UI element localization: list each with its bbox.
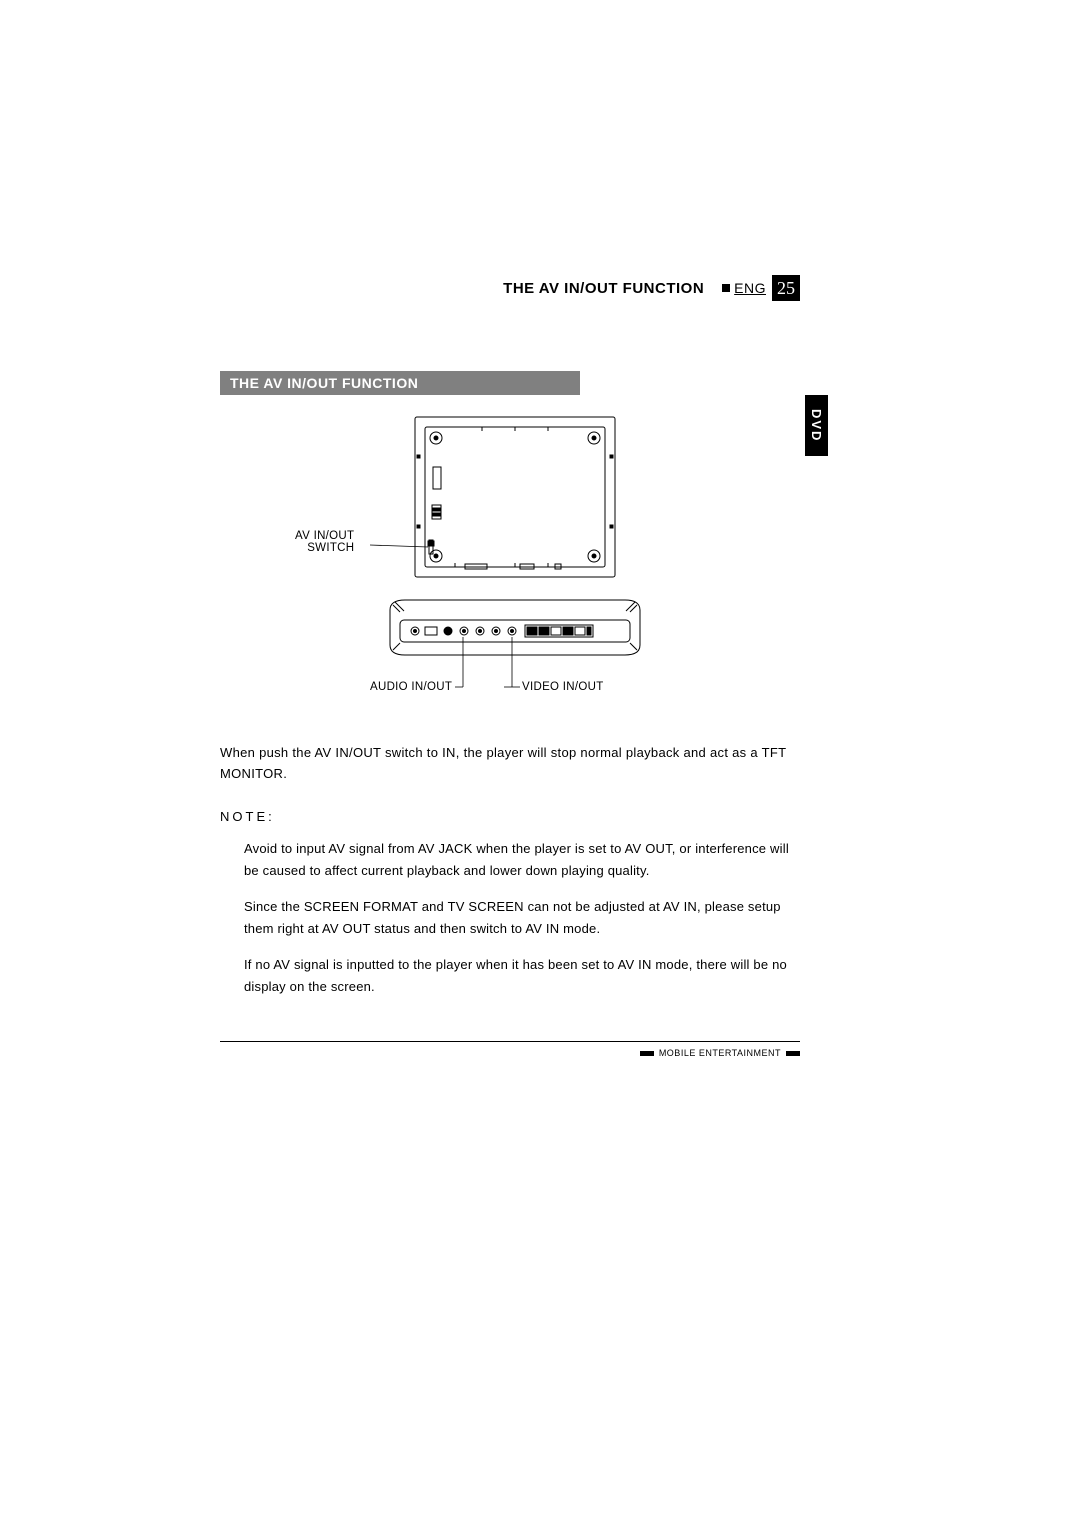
note-item: Avoid to input AV signal from AV JACK wh…: [244, 838, 800, 882]
language-code: ENG: [734, 280, 766, 296]
side-tab: DVD: [805, 395, 828, 456]
section-heading: THE AV IN/OUT FUNCTION: [220, 371, 580, 395]
page-footer: MOBILE ENTERTAINMENT: [220, 1041, 800, 1058]
diagram-label-video: VIDEO IN/OUT: [522, 681, 604, 693]
bar-icon: [786, 1051, 800, 1056]
header-title: THE AV IN/OUT FUNCTION: [503, 280, 704, 297]
note-heading: NOTE:: [220, 809, 800, 824]
page-header: THE AV IN/OUT FUNCTION ENG 25: [220, 275, 800, 301]
note-item: If no AV signal is inputted to the playe…: [244, 954, 800, 998]
page-number: 25: [772, 275, 800, 301]
device-diagram: AV IN/OUT SWITCH AUDIO IN/OUT VIDEO IN/O…: [220, 405, 800, 725]
diagram-label-switch: AV IN/OUT SWITCH: [295, 530, 354, 554]
diagram-label-audio: AUDIO IN/OUT: [370, 681, 452, 693]
footer-text: MOBILE ENTERTAINMENT: [659, 1048, 781, 1058]
page-content: THE AV IN/OUT FUNCTION ENG 25 DVD THE AV…: [220, 275, 800, 998]
square-icon: [722, 284, 730, 292]
bar-icon: [640, 1051, 654, 1056]
intro-paragraph: When push the AV IN/OUT switch to IN, th…: [220, 743, 800, 785]
note-item: Since the SCREEN FORMAT and TV SCREEN ca…: [244, 896, 800, 940]
language-indicator: ENG: [722, 280, 766, 296]
